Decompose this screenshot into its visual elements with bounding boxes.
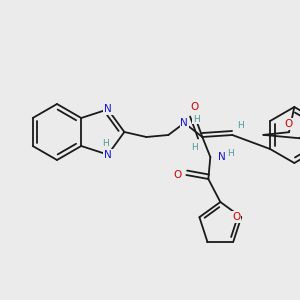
Text: H: H: [191, 142, 198, 152]
Text: N: N: [218, 152, 226, 162]
Text: O: O: [285, 119, 293, 129]
Text: N: N: [104, 150, 112, 160]
Text: O: O: [173, 170, 182, 180]
Text: H: H: [193, 115, 200, 124]
Text: O: O: [232, 212, 240, 222]
Text: N: N: [181, 118, 188, 128]
Text: N: N: [104, 104, 112, 114]
Text: H: H: [237, 121, 244, 130]
Text: H: H: [227, 148, 234, 158]
Text: O: O: [190, 102, 199, 112]
Text: H: H: [103, 139, 109, 148]
